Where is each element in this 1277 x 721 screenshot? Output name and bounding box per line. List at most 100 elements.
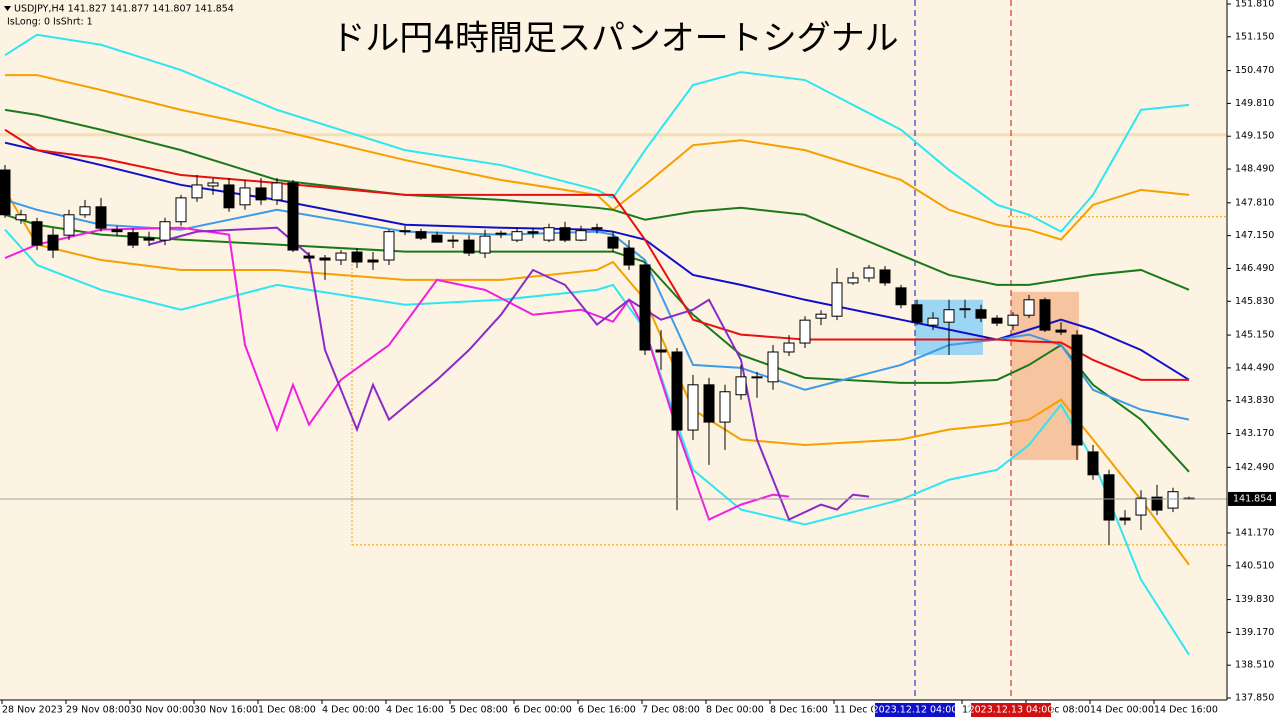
candle-body: [1103, 474, 1115, 521]
candle-body: [1071, 334, 1083, 446]
y-tick-label: 145.830: [1235, 296, 1274, 307]
y-tick-label: 143.830: [1235, 395, 1274, 406]
candle-body: [1039, 299, 1051, 331]
candle-body: [239, 187, 251, 206]
y-tick-label: 141.170: [1235, 527, 1274, 538]
candle-body: [399, 230, 411, 233]
x-tick-label: 8 Dec 00:00: [706, 705, 764, 716]
current-price-box: [1228, 491, 1276, 506]
candle-body: [463, 239, 475, 254]
candle-body: [143, 237, 155, 241]
candle-body: [175, 197, 187, 223]
x-tick-label: 14 Dec 16:00: [1154, 705, 1218, 716]
candle-body: [303, 255, 315, 259]
candle-body: [47, 234, 59, 251]
candle-body: [1151, 496, 1163, 511]
indicator-line: [5, 74, 1190, 241]
candle-body: [79, 206, 91, 216]
candle-body: [767, 351, 779, 383]
x-tick-label: 6 Dec 00:00: [514, 705, 572, 716]
candle-body: [927, 317, 939, 326]
candle-body: [911, 304, 923, 323]
y-tick-label: 139.830: [1235, 594, 1274, 605]
candle-body: [431, 234, 443, 243]
y-tick-label: 140.510: [1235, 560, 1274, 571]
indicator-line: [4, 108, 1190, 291]
candle-body: [815, 313, 827, 319]
y-tick-label: 149.150: [1235, 131, 1274, 142]
candle-body: [159, 221, 171, 241]
y-tick-label: 147.810: [1235, 197, 1274, 208]
candle-body: [943, 309, 955, 323]
candle-body: [639, 264, 651, 351]
candle-body: [31, 221, 43, 246]
candle-body: [527, 231, 539, 234]
y-tick-label: 139.170: [1235, 627, 1274, 638]
indicator-line: [4, 213, 1190, 473]
candle-body: [191, 184, 203, 199]
candle-body: [591, 227, 603, 230]
candle-body: [655, 349, 667, 353]
candle-body: [895, 287, 907, 306]
indicator-line: [4, 226, 790, 521]
x-tick-label: 30 Nov 16:00: [194, 705, 258, 716]
candle-body: [687, 384, 699, 431]
candle-body: [271, 182, 283, 201]
candle-body: [879, 269, 891, 284]
candle-body: [831, 282, 843, 317]
candle-body: [1167, 491, 1179, 509]
candle-body: [559, 227, 571, 241]
indicator-info: IsLong: 0 IsShrt: 1: [7, 17, 93, 28]
candle-body: [607, 236, 619, 249]
candle-body: [543, 227, 555, 241]
candle-body: [111, 229, 123, 233]
candle-body: [623, 247, 635, 266]
candle-body: [335, 252, 347, 261]
candle-body: [991, 317, 1003, 324]
x-tick-label: 28 Nov 2023: [2, 705, 63, 716]
y-tick-label: 148.490: [1235, 164, 1274, 175]
y-tick-label: 142.490: [1235, 462, 1274, 473]
x-tick-label: 30 Nov 00:00: [130, 705, 194, 716]
candle-body: [719, 391, 731, 423]
candle-body: [415, 231, 427, 239]
candle-body: [479, 235, 491, 254]
x-tick-label: 14 Dec 00:00: [1090, 705, 1154, 716]
x-tick-label: 5 Dec 08:00: [450, 705, 508, 716]
candle-body: [511, 231, 523, 241]
marker-label-box: [875, 703, 955, 717]
candle-body: [127, 232, 139, 246]
candle-body: [751, 376, 763, 379]
plot: [0, 0, 1227, 700]
candle-body: [1087, 451, 1099, 476]
candle-body: [959, 308, 971, 311]
candle-body: [319, 257, 331, 261]
symbol-info: USDJPY,H4 141.827 141.877 141.807 141.85…: [14, 4, 234, 15]
y-tick-label: 143.170: [1235, 428, 1274, 439]
x-tick-label: 29 Nov 08:00: [66, 705, 130, 716]
y-tick-label: 144.490: [1235, 362, 1274, 373]
candle-body: [735, 376, 747, 396]
x-tick-label: 8 Dec 16:00: [770, 705, 828, 716]
marker-label: 2023.12.12 04:00: [873, 705, 958, 716]
candle-body: [223, 184, 235, 209]
candle-body: [783, 342, 795, 353]
candle-body: [383, 231, 395, 261]
current-price-label: 141.854: [1233, 493, 1272, 504]
y-tick-label: 150.470: [1235, 65, 1274, 76]
candle-body: [447, 239, 459, 242]
y-tick-label: 137.850: [1235, 693, 1274, 704]
y-tick-label: 151.150: [1235, 31, 1274, 42]
candle-body: [575, 230, 587, 241]
candle-body: [207, 182, 219, 187]
candle-body: [1007, 314, 1019, 326]
menu-arrow: [4, 6, 11, 11]
candle-body: [255, 187, 267, 201]
x-tick-label: 7 Dec 08:00: [642, 705, 700, 716]
candle-body: [1119, 517, 1131, 521]
indicator-line: [4, 128, 1189, 381]
indicator-line: [148, 226, 870, 521]
x-tick-label: 6 Dec 16:00: [578, 705, 636, 716]
